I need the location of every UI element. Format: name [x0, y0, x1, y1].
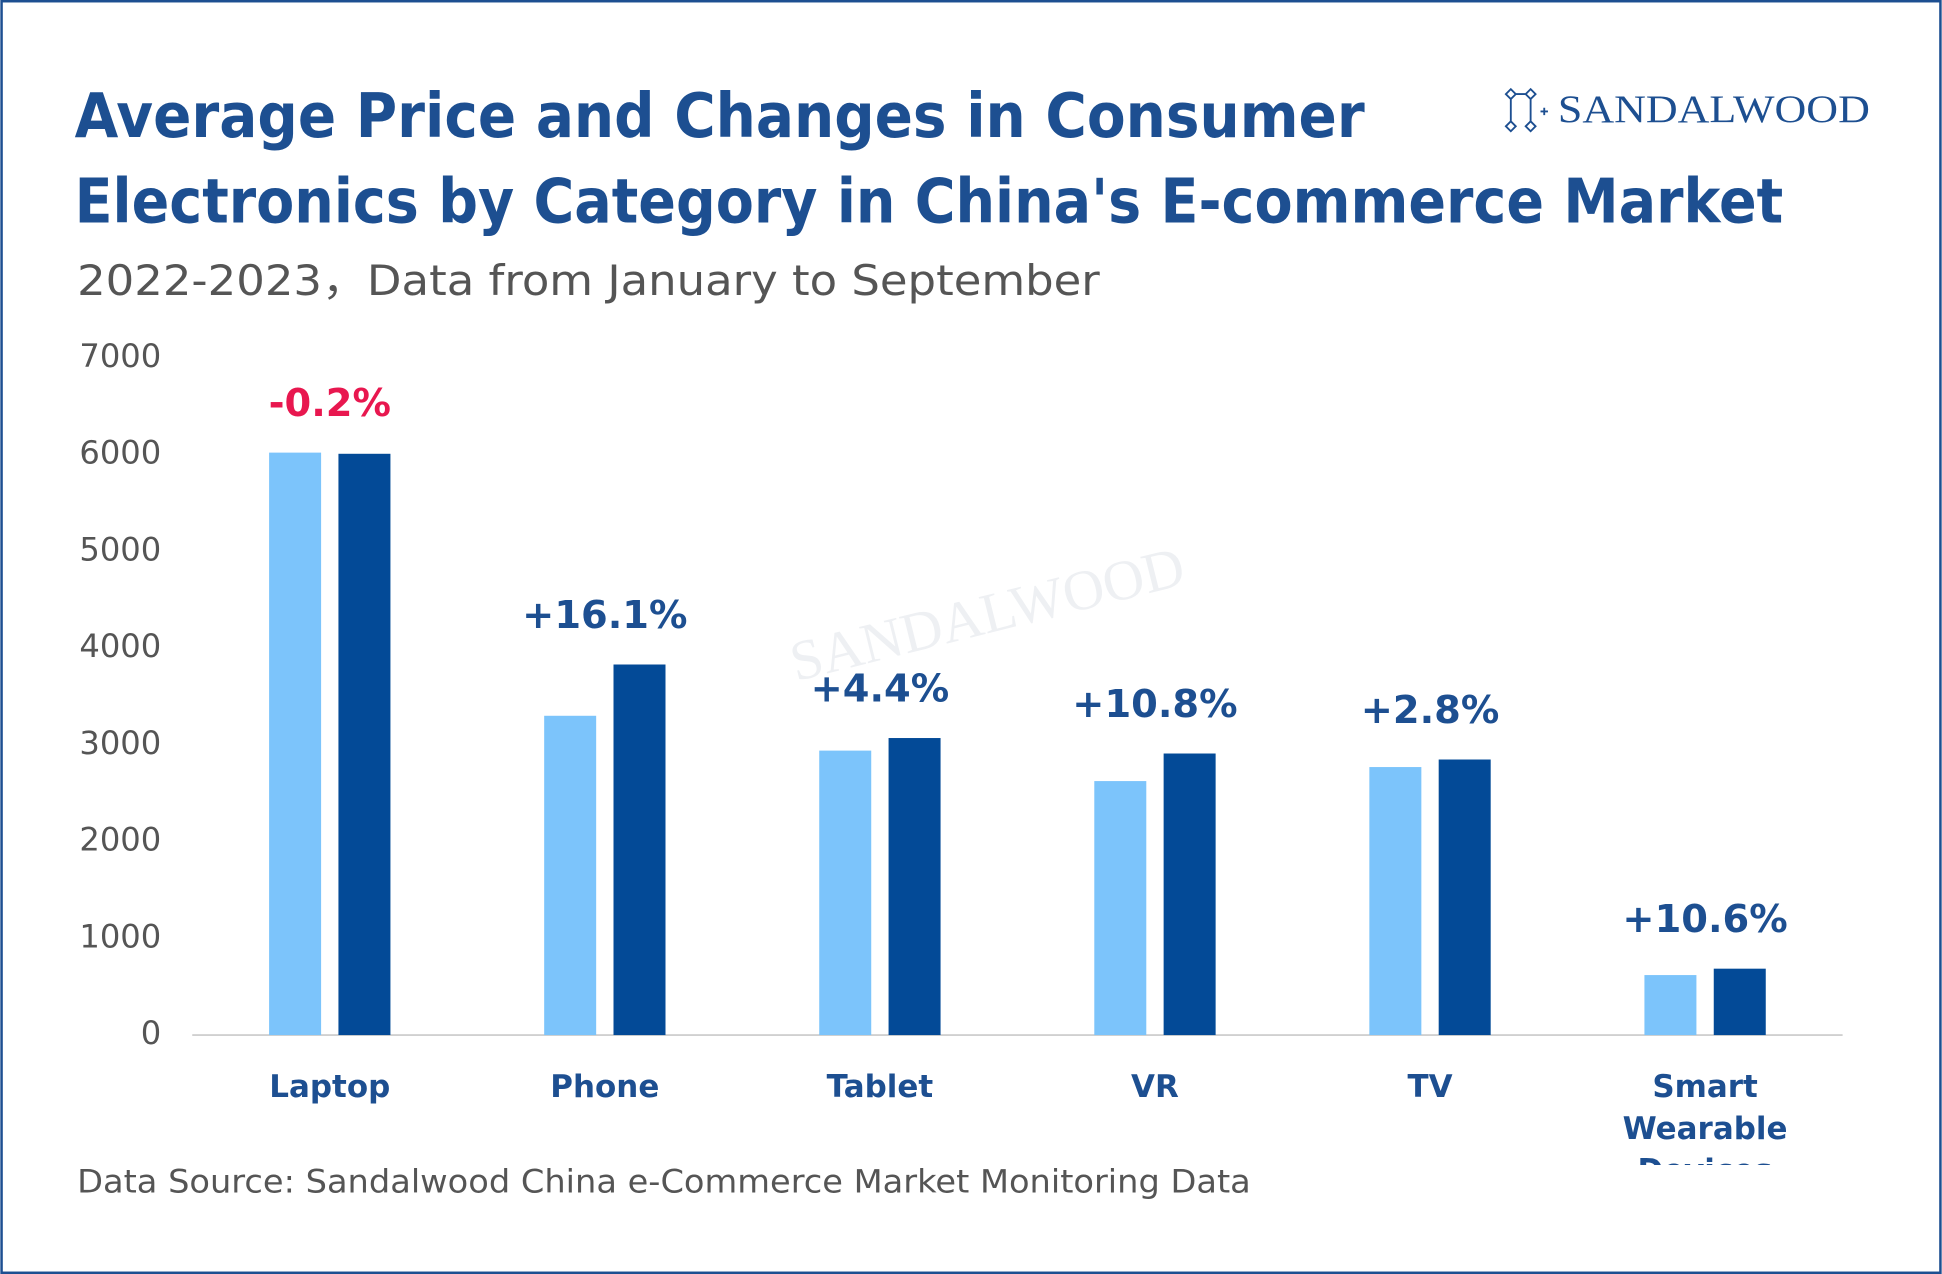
y-tick-label: 0 [141, 1014, 161, 1052]
y-tick-label: 1000 [79, 917, 161, 955]
x-tick-label-box: TV [1407, 1068, 1453, 1105]
bar [1438, 759, 1491, 1036]
bar [613, 664, 666, 1036]
source-note: Data Source: Sandalwood China e-Commerce… [77, 1163, 1251, 1201]
change-label: +10.8% [1072, 682, 1237, 727]
bar [269, 452, 322, 1036]
x-tick-label: Phone [550, 1068, 660, 1105]
chart-title: Average Price and Changes in Consumer [75, 80, 1366, 152]
bar [888, 738, 941, 1036]
x-tick-label: TV [1407, 1068, 1453, 1105]
y-tick-label: 7000 [79, 337, 161, 375]
y-tick-label: 4000 [79, 627, 161, 665]
x-tick-label: Laptop [269, 1068, 391, 1105]
y-tick-label: 2000 [79, 821, 161, 859]
bar [544, 715, 597, 1036]
change-label: -0.2% [269, 381, 391, 426]
change-label: +10.6% [1622, 897, 1787, 942]
change-label: +2.8% [1361, 688, 1500, 733]
chart-subtitle: 2022-2023，Data from January to September [77, 256, 1100, 305]
bar [1644, 975, 1697, 1036]
x-tick-label: Tablet [826, 1068, 934, 1105]
bar [1713, 968, 1766, 1036]
logo: SANDALWOOD [1558, 87, 1870, 131]
bar [1369, 767, 1422, 1036]
bar [1094, 781, 1147, 1036]
x-tick-label: Smart Wearable Devices [1622, 1068, 1788, 1165]
x-tick-label-box: Phone [550, 1068, 660, 1105]
change-label: +16.1% [522, 593, 687, 638]
bar [819, 750, 872, 1036]
x-tick-label-box: Laptop [269, 1068, 391, 1105]
x-tick-label: VR [1131, 1068, 1179, 1105]
y-tick-label: 3000 [79, 724, 161, 762]
bar [338, 453, 391, 1036]
bar [1163, 753, 1216, 1036]
change-label: +4.4% [811, 666, 950, 711]
x-tick-label-box: Tablet [826, 1068, 934, 1105]
x-tick-label-box: VR [1131, 1068, 1179, 1105]
y-tick-label: 6000 [79, 434, 161, 472]
chart-title: Electronics by Category in China's E-com… [75, 166, 1784, 238]
x-tick-label-box: Smart Wearable Devices [1622, 1068, 1788, 1165]
logo-icon [1504, 87, 1548, 133]
y-tick-label: 5000 [79, 530, 161, 568]
